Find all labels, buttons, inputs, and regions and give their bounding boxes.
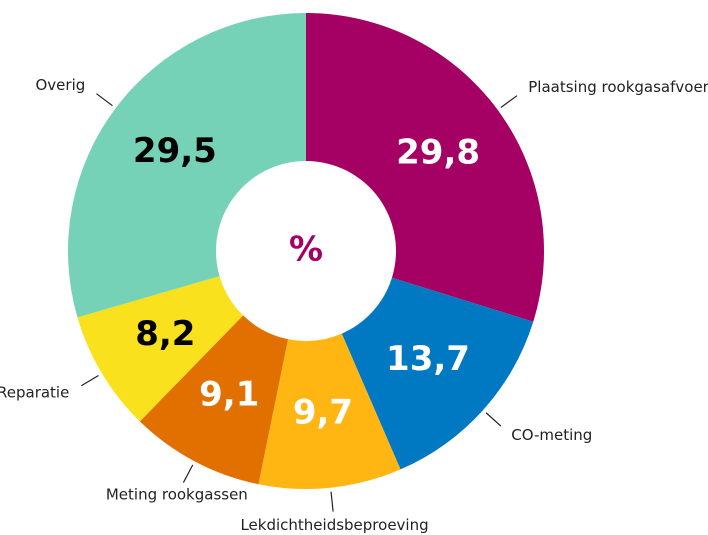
value-label: 9,1 — [199, 374, 259, 414]
slice — [341, 277, 534, 470]
leader-line — [500, 95, 518, 109]
category-label: Reparatie — [0, 383, 69, 401]
slice — [77, 276, 244, 422]
category-label: Meting rookgassen — [106, 485, 248, 503]
category-label: Plaatsing rookgasafvoer — [528, 78, 708, 96]
leader-line — [485, 412, 502, 427]
value-label: 13,7 — [386, 339, 470, 379]
slice — [67, 13, 306, 318]
slice — [258, 333, 401, 489]
category-label: Lekdichtheidsbeproeving — [240, 516, 428, 534]
leader-line — [330, 491, 334, 512]
leader-line — [81, 374, 99, 387]
value-label: 9,7 — [293, 393, 353, 433]
slice — [306, 13, 544, 322]
center-label: % — [289, 230, 323, 270]
category-label: Overig — [36, 76, 86, 94]
category-label: CO-meting — [511, 426, 592, 444]
slice — [139, 315, 289, 485]
leader-line — [96, 93, 113, 107]
value-label: 29,5 — [133, 131, 217, 171]
value-label: 29,8 — [396, 132, 480, 172]
leader-line — [182, 464, 194, 483]
value-label: 8,2 — [135, 314, 195, 354]
